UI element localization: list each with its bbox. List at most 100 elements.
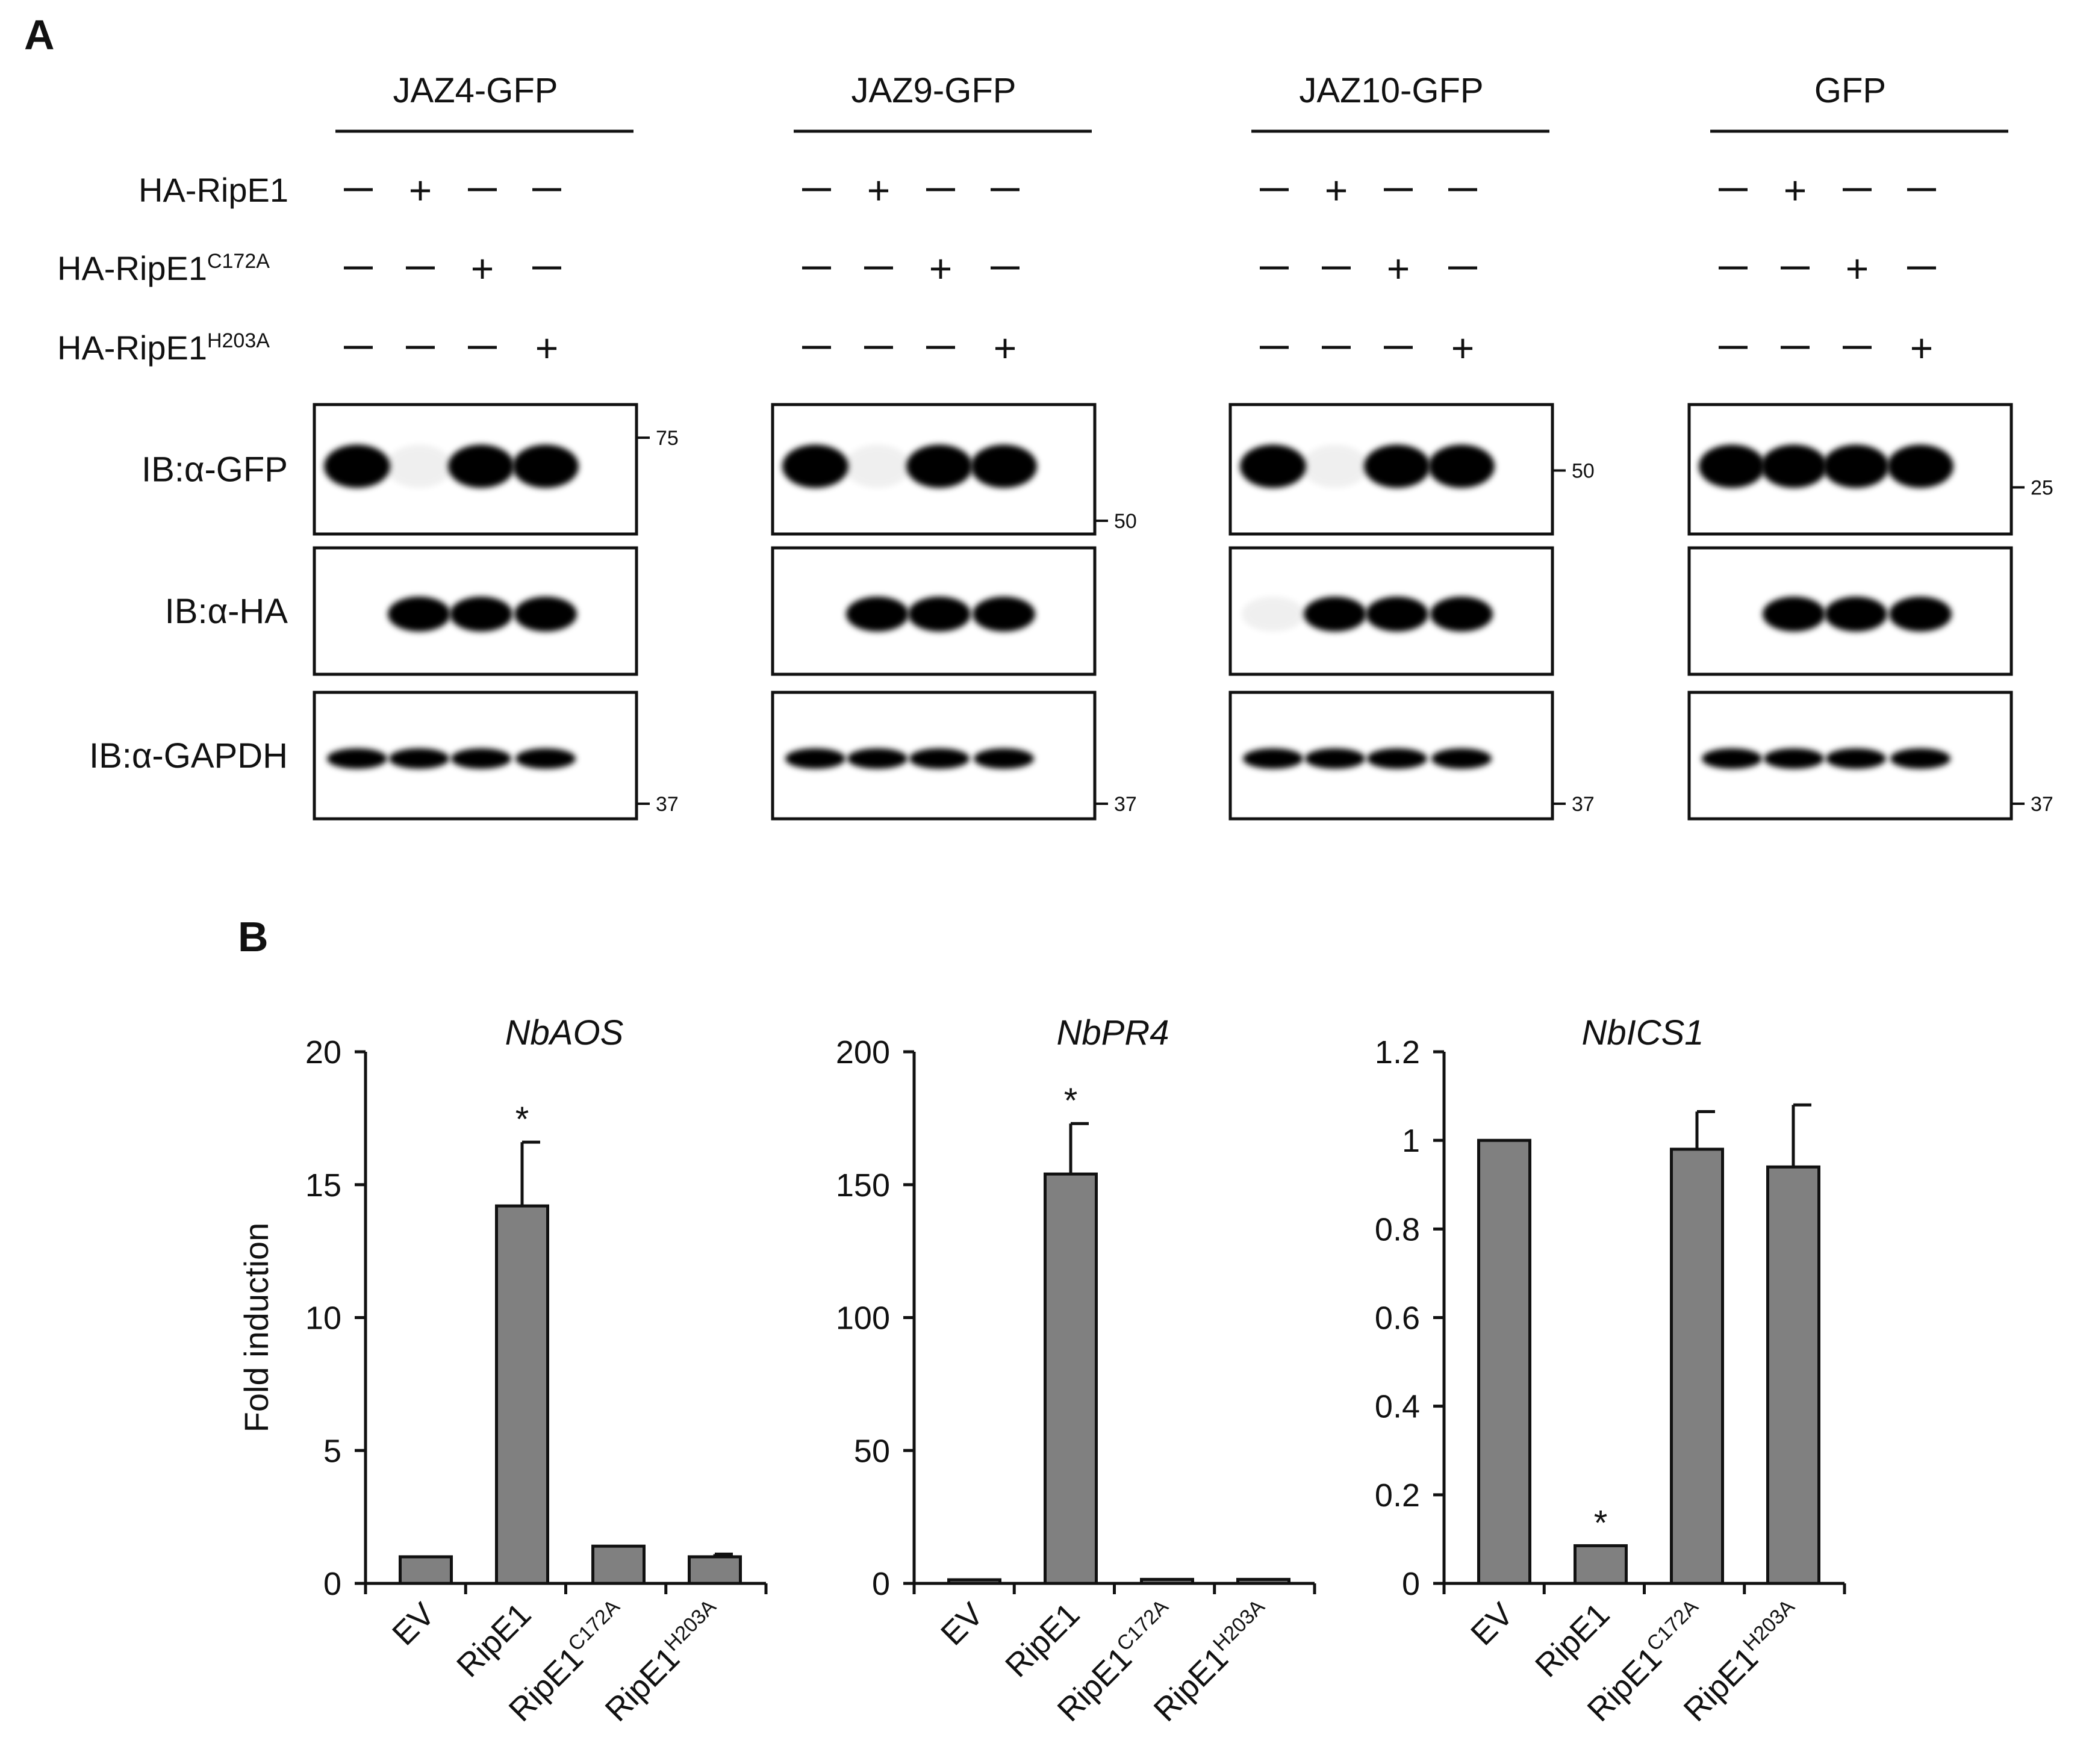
category-label-superscript: C172A [1642, 1595, 1703, 1656]
protein-band [389, 748, 449, 769]
blot-group-title: JAZ4-GFP [393, 71, 558, 110]
protein-band [906, 444, 973, 488]
plus-sign: + [867, 168, 891, 213]
blot-gfp: 50 [1228, 403, 1595, 536]
protein-band [1243, 748, 1303, 769]
significance-marker: * [1594, 1503, 1608, 1542]
treatment-row-label: HA-RipE1 [139, 171, 288, 209]
protein-band [1367, 748, 1427, 769]
mw-marker-label: 37 [2031, 793, 2053, 816]
protein-band [1366, 597, 1428, 632]
blot-gfp: 75 [313, 403, 679, 536]
category-label-superscript: H203A [1209, 1595, 1269, 1656]
y-tick-label: 0.8 [1375, 1211, 1420, 1247]
protein-band [1763, 597, 1825, 632]
protein-band [844, 444, 911, 488]
y-tick-label: 200 [836, 1034, 890, 1070]
protein-band [1305, 748, 1365, 769]
bar-chart: NbICS100.20.40.60.811.2EV*RipE1RipE1C172… [1375, 1013, 1846, 1728]
mw-marker-label: 37 [656, 793, 679, 816]
bar-chart: NbPR4050100150200EV*RipE1RipE1C172ARipE1… [836, 1013, 1316, 1728]
category-label-superscript: H203A [660, 1595, 721, 1656]
significance-marker: * [515, 1100, 529, 1139]
category-label: EV [385, 1596, 441, 1652]
protein-band [1242, 597, 1304, 632]
protein-band [846, 597, 909, 632]
plus-sign: + [1451, 326, 1475, 370]
y-tick-label: 0 [1402, 1566, 1420, 1602]
protein-band [1304, 597, 1366, 632]
protein-band [512, 444, 579, 488]
plus-sign: + [1387, 246, 1410, 291]
y-tick-label: 0.2 [1375, 1477, 1420, 1514]
protein-band [974, 748, 1034, 769]
bar [1236, 1577, 1290, 1585]
mw-marker-label: 37 [1572, 793, 1595, 816]
blot-gfp: 50 [771, 403, 1137, 536]
protein-band [386, 444, 452, 488]
protein-band [1889, 597, 1952, 632]
y-tick-label: 50 [854, 1433, 890, 1469]
blot-gapdh: 37 [1687, 691, 2053, 821]
protein-band [1364, 444, 1430, 488]
blot-ha [1687, 546, 2013, 676]
protein-band [1887, 444, 1953, 488]
protein-band [909, 748, 970, 769]
bar [591, 1544, 646, 1585]
y-tick-label: 20 [305, 1034, 341, 1070]
plus-sign: + [1784, 168, 1807, 213]
antibody-label: IB:α-HA [165, 592, 288, 631]
protein-band [1302, 444, 1368, 488]
bar [495, 1204, 549, 1585]
protein-band [1428, 444, 1495, 488]
blot-group-title: JAZ10-GFP [1299, 71, 1483, 110]
blot-group: JAZ4-GFP + + +75 37 [313, 71, 679, 821]
y-tick-label: 100 [836, 1300, 890, 1337]
category-label-superscript: C172A [564, 1595, 624, 1656]
protein-band [1826, 748, 1886, 769]
blot-gapdh: 37 [1228, 691, 1595, 821]
category-label: RipE1 [450, 1596, 538, 1684]
protein-band [515, 748, 576, 769]
blot-gapdh: 37 [771, 691, 1137, 821]
blot-gapdh: 37 [313, 691, 679, 821]
protein-band [1761, 444, 1827, 488]
blot-group-title: GFP [1814, 71, 1886, 110]
y-axis-label: Fold induction [237, 1223, 275, 1433]
protein-band [847, 748, 907, 769]
protein-band [785, 748, 845, 769]
protein-band [388, 597, 450, 632]
treatment-row-label: HA-RipE1H203A [57, 329, 270, 367]
blot-ha [771, 546, 1097, 676]
y-tick-label: 0.4 [1375, 1389, 1420, 1425]
mw-marker-label: 50 [1572, 460, 1595, 483]
plus-sign: + [471, 246, 494, 291]
y-tick-label: 0 [872, 1566, 890, 1602]
treatment-row-label: HA-RipE1C172A [57, 249, 270, 287]
mw-marker-label: 37 [1114, 793, 1137, 816]
bar [1766, 1165, 1820, 1585]
chart-title: NbPR4 [1057, 1013, 1169, 1052]
protein-band [782, 444, 848, 488]
protein-band [1764, 748, 1824, 769]
blot-ha [313, 546, 638, 676]
protein-band [514, 597, 577, 632]
y-tick-label: 0.6 [1375, 1300, 1420, 1337]
bar [1140, 1577, 1194, 1585]
protein-band [1431, 748, 1492, 769]
panel-b-label: B [238, 913, 269, 960]
protein-band [450, 597, 512, 632]
protein-band [1823, 444, 1889, 488]
plus-sign: + [1846, 246, 1869, 291]
treatment-row-label-superscript: H203A [207, 329, 270, 352]
chart-title: NbAOS [505, 1013, 624, 1052]
protein-band [1430, 597, 1493, 632]
category-label: RipE1 [998, 1596, 1086, 1684]
plus-sign: + [929, 246, 953, 291]
y-tick-label: 0 [323, 1566, 341, 1602]
chart-title: NbICS1 [1581, 1013, 1704, 1052]
bar [947, 1578, 1001, 1585]
y-tick-label: 150 [836, 1167, 890, 1203]
protein-band [1702, 748, 1762, 769]
